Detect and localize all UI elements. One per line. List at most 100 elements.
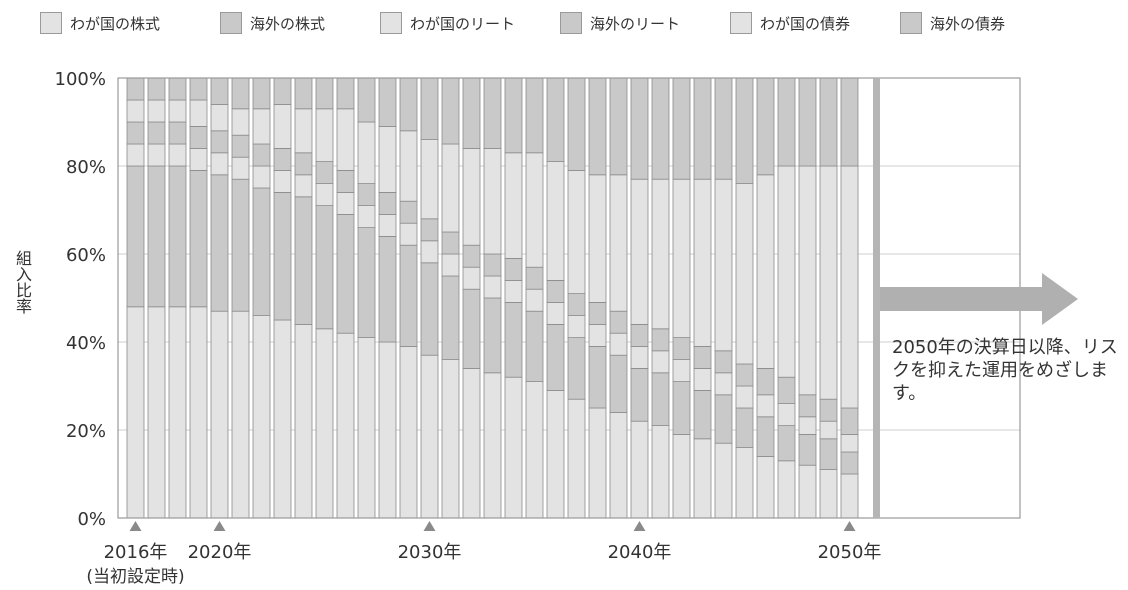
bar-segment — [126, 165, 145, 308]
legend-item: 海外の債券 — [900, 8, 1005, 38]
bar-segment — [126, 143, 145, 167]
bar-segment — [546, 161, 565, 281]
bar-segment — [798, 433, 817, 466]
divider-bar — [873, 78, 880, 518]
bars-group — [126, 77, 859, 519]
bar-segment — [210, 130, 229, 154]
bar-segment — [273, 191, 292, 321]
bar-segment — [399, 130, 418, 202]
y-tick-label: 20% — [66, 421, 106, 442]
bar-segment — [294, 323, 313, 519]
bar-segment — [735, 77, 754, 184]
bar-segment — [798, 464, 817, 519]
bar-segment — [819, 165, 838, 400]
bar-segment — [168, 165, 187, 308]
bar-segment — [609, 354, 628, 413]
bar-segment — [210, 77, 229, 105]
bar-segment — [567, 398, 586, 519]
legend-label: わが国の株式 — [70, 14, 161, 33]
bar-segment — [462, 77, 481, 149]
bar-segment — [441, 253, 460, 277]
bar-segment — [252, 77, 271, 110]
bar-segment — [567, 293, 586, 317]
x-tick-marker — [129, 521, 142, 531]
legend-item: 海外のリート — [560, 8, 680, 38]
bar-segment — [273, 147, 292, 171]
bar-segment — [798, 165, 817, 396]
bar-segment — [315, 205, 334, 330]
bar-segment — [588, 323, 607, 347]
bar-segment — [378, 126, 397, 193]
bar-segment — [735, 447, 754, 519]
bar-segment — [588, 301, 607, 325]
bar-segment — [756, 77, 775, 176]
y-axis-ticks: 0% 20% 40% 60% 80% 100% — [55, 69, 106, 530]
bar-segment — [840, 473, 859, 519]
bar-segment — [546, 301, 565, 325]
bar-segment — [378, 77, 397, 127]
legend-item: わが国の株式 — [40, 8, 160, 38]
bar-segment — [147, 306, 166, 519]
bar-segment — [525, 266, 544, 290]
future-arrow — [880, 273, 1078, 325]
bar-segment — [546, 323, 565, 391]
bar-segment — [693, 77, 712, 180]
bar-segment — [126, 77, 145, 101]
bar-segment — [168, 77, 187, 101]
bar-segment — [483, 372, 502, 519]
bar-segment — [273, 104, 292, 149]
legend-label: 海外のリート — [590, 14, 681, 33]
bar-segment — [441, 359, 460, 519]
bar-segment — [735, 183, 754, 365]
bar-segment — [378, 213, 397, 237]
x-tick-label: 2050年 — [818, 542, 882, 563]
bar-segment — [420, 139, 439, 220]
bar-segment — [672, 381, 691, 435]
bar-segment — [399, 345, 418, 519]
legend-label: 海外の債券 — [930, 14, 1006, 33]
x-tick-label: 2016年 — [104, 542, 168, 563]
bar-segment — [819, 420, 838, 440]
bar-segment — [462, 244, 481, 268]
bar-segment — [378, 235, 397, 343]
bar-segment — [294, 108, 313, 154]
bar-segment — [546, 389, 565, 519]
bar-segment — [651, 350, 670, 374]
bar-segment — [126, 99, 145, 123]
bar-segment — [273, 319, 292, 519]
bar-segment — [336, 169, 355, 193]
bar-segment — [588, 174, 607, 303]
bar-segment — [189, 126, 208, 149]
bar-segment — [672, 178, 691, 338]
x-tick-marker — [213, 521, 226, 531]
bar-segment — [714, 442, 733, 519]
bar-segment — [840, 451, 859, 475]
x-tick-label: 2020年 — [188, 542, 252, 563]
bar-segment — [252, 143, 271, 167]
legend-swatch — [730, 12, 752, 34]
bar-segment — [315, 161, 334, 185]
bar-segment — [231, 77, 250, 110]
bar-segment — [189, 99, 208, 127]
bar-segment — [504, 279, 523, 303]
bar-segment — [630, 323, 649, 347]
y-tick-label: 40% — [66, 333, 106, 354]
bar-segment — [252, 315, 271, 519]
bar-segment — [252, 187, 271, 316]
legend-label: わが国のリート — [410, 14, 516, 33]
bar-segment — [483, 297, 502, 374]
bar-segment — [420, 77, 439, 140]
bar-segment — [630, 178, 649, 325]
bar-segment — [546, 279, 565, 303]
bar-segment — [147, 165, 166, 308]
bar-segment — [672, 337, 691, 361]
y-tick-label: 60% — [66, 245, 106, 266]
bar-segment — [525, 152, 544, 268]
legend-item: わが国のリート — [380, 8, 515, 38]
bar-segment — [840, 165, 859, 409]
bar-segment — [462, 266, 481, 290]
legend: わが国の株式 海外の株式 わが国のリート 海外のリート わが国の債券 海外の債券 — [40, 8, 1100, 38]
y-axis-label: 組入比率 — [13, 250, 32, 314]
bar-segment — [420, 262, 439, 356]
bar-segment — [126, 306, 145, 519]
